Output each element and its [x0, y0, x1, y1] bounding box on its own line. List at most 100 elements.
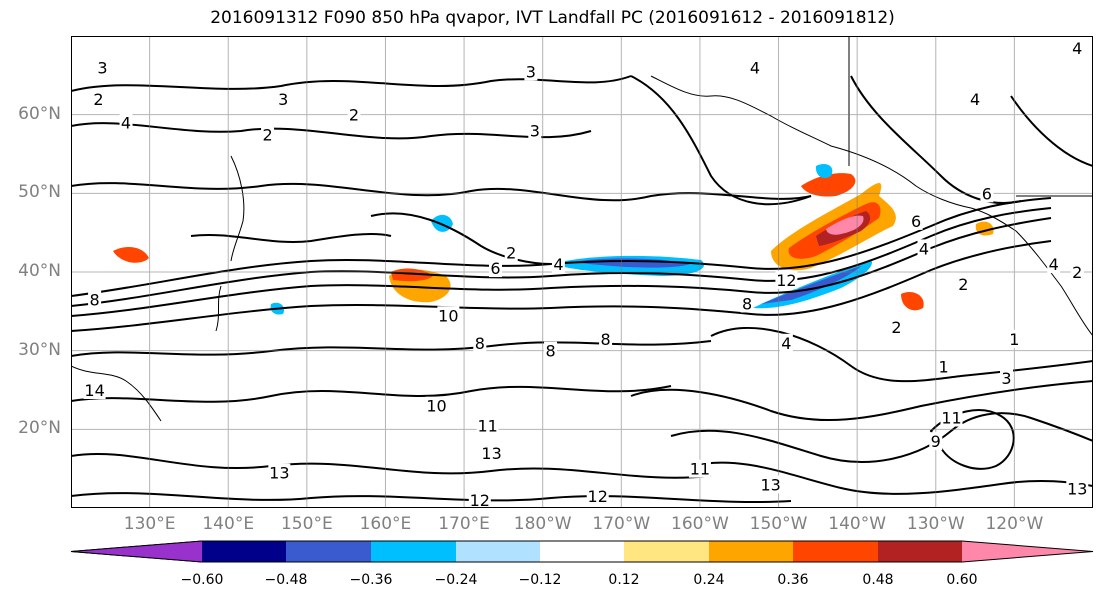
colorbar-tick-label: −0.60 [180, 572, 224, 588]
lon-label: 140°W [828, 514, 887, 534]
contour-label: 4 [970, 90, 980, 109]
lon-label: 170°W [592, 514, 651, 534]
contour-label-bg [528, 121, 542, 140]
lat-label: 50°N [18, 182, 61, 203]
contour-label-bg [740, 294, 754, 313]
contour-label: 11 [690, 460, 710, 479]
contour-label: 12 [588, 487, 608, 506]
contour-label: 8 [475, 334, 485, 353]
contour-label-bg [489, 259, 503, 278]
colorbar-extend-high [962, 541, 1093, 562]
colorbar-tick-label: −0.24 [434, 572, 478, 588]
lon-label: 180°W [513, 514, 572, 534]
lon-label: 130°W [906, 514, 965, 534]
colorbar-swatch [456, 541, 540, 562]
negative-anomaly-east-pacific [815, 164, 833, 178]
positive-anomaly-ca-coast [901, 291, 924, 311]
lon-label: 140°E [202, 514, 255, 534]
contour-label: 2 [1072, 263, 1082, 282]
contour-label-bg [779, 333, 793, 352]
contour-label-bg [956, 274, 970, 293]
contour-label-bg [1066, 479, 1089, 498]
negative-anomaly-band-east-core [761, 266, 861, 304]
contour-label-bg [468, 491, 491, 508]
colorbar-swatch [202, 541, 286, 562]
contour-label: 2 [93, 90, 103, 109]
colorbar-tick-label: −0.12 [518, 572, 562, 588]
contour-label: 4 [781, 334, 791, 353]
contour-label: 2 [262, 125, 272, 144]
colorbar-tick-label: 0.24 [693, 572, 725, 588]
contour-label: 13 [760, 475, 780, 494]
positive-anomaly-west [113, 246, 149, 263]
contour-label: 4 [1049, 255, 1059, 274]
contour-label: 1 [1009, 330, 1019, 349]
lon-label: 150°W [749, 514, 808, 534]
contour-label-bg [929, 432, 943, 451]
colorbar-swatch [878, 541, 962, 562]
contour-label: 4 [919, 239, 929, 258]
lon-label: 170°E [438, 514, 490, 534]
lon-label: 160°E [359, 514, 412, 534]
colorbar-swatch [624, 541, 709, 562]
contour-label: 8 [89, 291, 99, 310]
map-panel[interactable]: 3 2 4 3 2 2 3 3 2 6 4 10 8 8 8 8 12 4 2 1 3 1 2 4 6 6 4 2 4 4 4 10 11 13 1… [71, 36, 1093, 508]
contour-label: 4 [1072, 39, 1082, 58]
contour-label: 8 [600, 330, 610, 349]
contour-label-bg [524, 62, 538, 81]
contour-label: 1 [939, 357, 949, 376]
contour-label-bg [980, 184, 994, 203]
contour-label-bg [968, 89, 982, 108]
lon-label: 160°W [671, 514, 729, 534]
contour-label: 9 [931, 432, 941, 451]
colorbar-extend-low [70, 540, 203, 563]
contour-label-bg [473, 333, 487, 352]
contour-label: 4 [750, 58, 760, 77]
contour-label: 13 [269, 464, 289, 483]
contour-label: 6 [490, 259, 500, 278]
contour-label: 4 [121, 114, 131, 133]
contour-label-bg [937, 357, 951, 376]
colorbar-swatch [709, 541, 793, 562]
contour-label: 11 [941, 409, 961, 428]
colorbar-tick-label: −0.36 [349, 572, 393, 588]
contour-label-bg [917, 239, 931, 258]
negative-anomaly-nw-pacific [431, 214, 453, 232]
lon-label: 150°E [280, 514, 333, 534]
contour-label: 6 [982, 184, 992, 203]
contour-label-bg [437, 306, 460, 325]
colorbar-tick-label: 0.60 [946, 572, 978, 588]
contour-label: 12 [776, 271, 796, 290]
contour-label-bg [586, 487, 609, 506]
colorbar-tick-label: 0.36 [777, 572, 809, 588]
lat-label: 40°N [18, 261, 61, 281]
contour-label-bg [480, 443, 503, 462]
contour-label-bg [551, 255, 565, 274]
contour-label-bg [1070, 263, 1084, 281]
contour-label: 2 [958, 275, 968, 294]
contour-label-bg [688, 459, 711, 478]
contour-label-bg [95, 58, 109, 77]
contour-label: 2 [506, 243, 516, 262]
map-title: 2016091312 F090 850 hPa qvapor, IVT Land… [210, 8, 895, 28]
contour-label: 11 [477, 416, 497, 435]
colorbar-tick-label: 0.48 [862, 572, 894, 588]
map-gridlines [71, 36, 1093, 508]
lon-label: 120°W [985, 514, 1044, 534]
ivt-contours [71, 75, 1093, 504]
contour-label: 2 [349, 106, 359, 125]
qvapor-shading [113, 164, 994, 315]
colorbar-tick-label: 0.12 [608, 572, 640, 588]
contour-label: 13 [481, 444, 501, 463]
positive-anomaly-gulf-alaska-max [826, 215, 864, 235]
colorbar-swatch [793, 541, 878, 562]
contour-label-bg [476, 416, 499, 435]
contour-label: 3 [278, 90, 288, 109]
contour-label: 13 [1067, 479, 1087, 498]
contour-label: 4 [553, 255, 563, 274]
contour-label-bg [940, 408, 963, 427]
contour-label-bg [83, 381, 106, 399]
contour-label-bg [261, 125, 275, 144]
contour-label-bg [759, 475, 782, 494]
